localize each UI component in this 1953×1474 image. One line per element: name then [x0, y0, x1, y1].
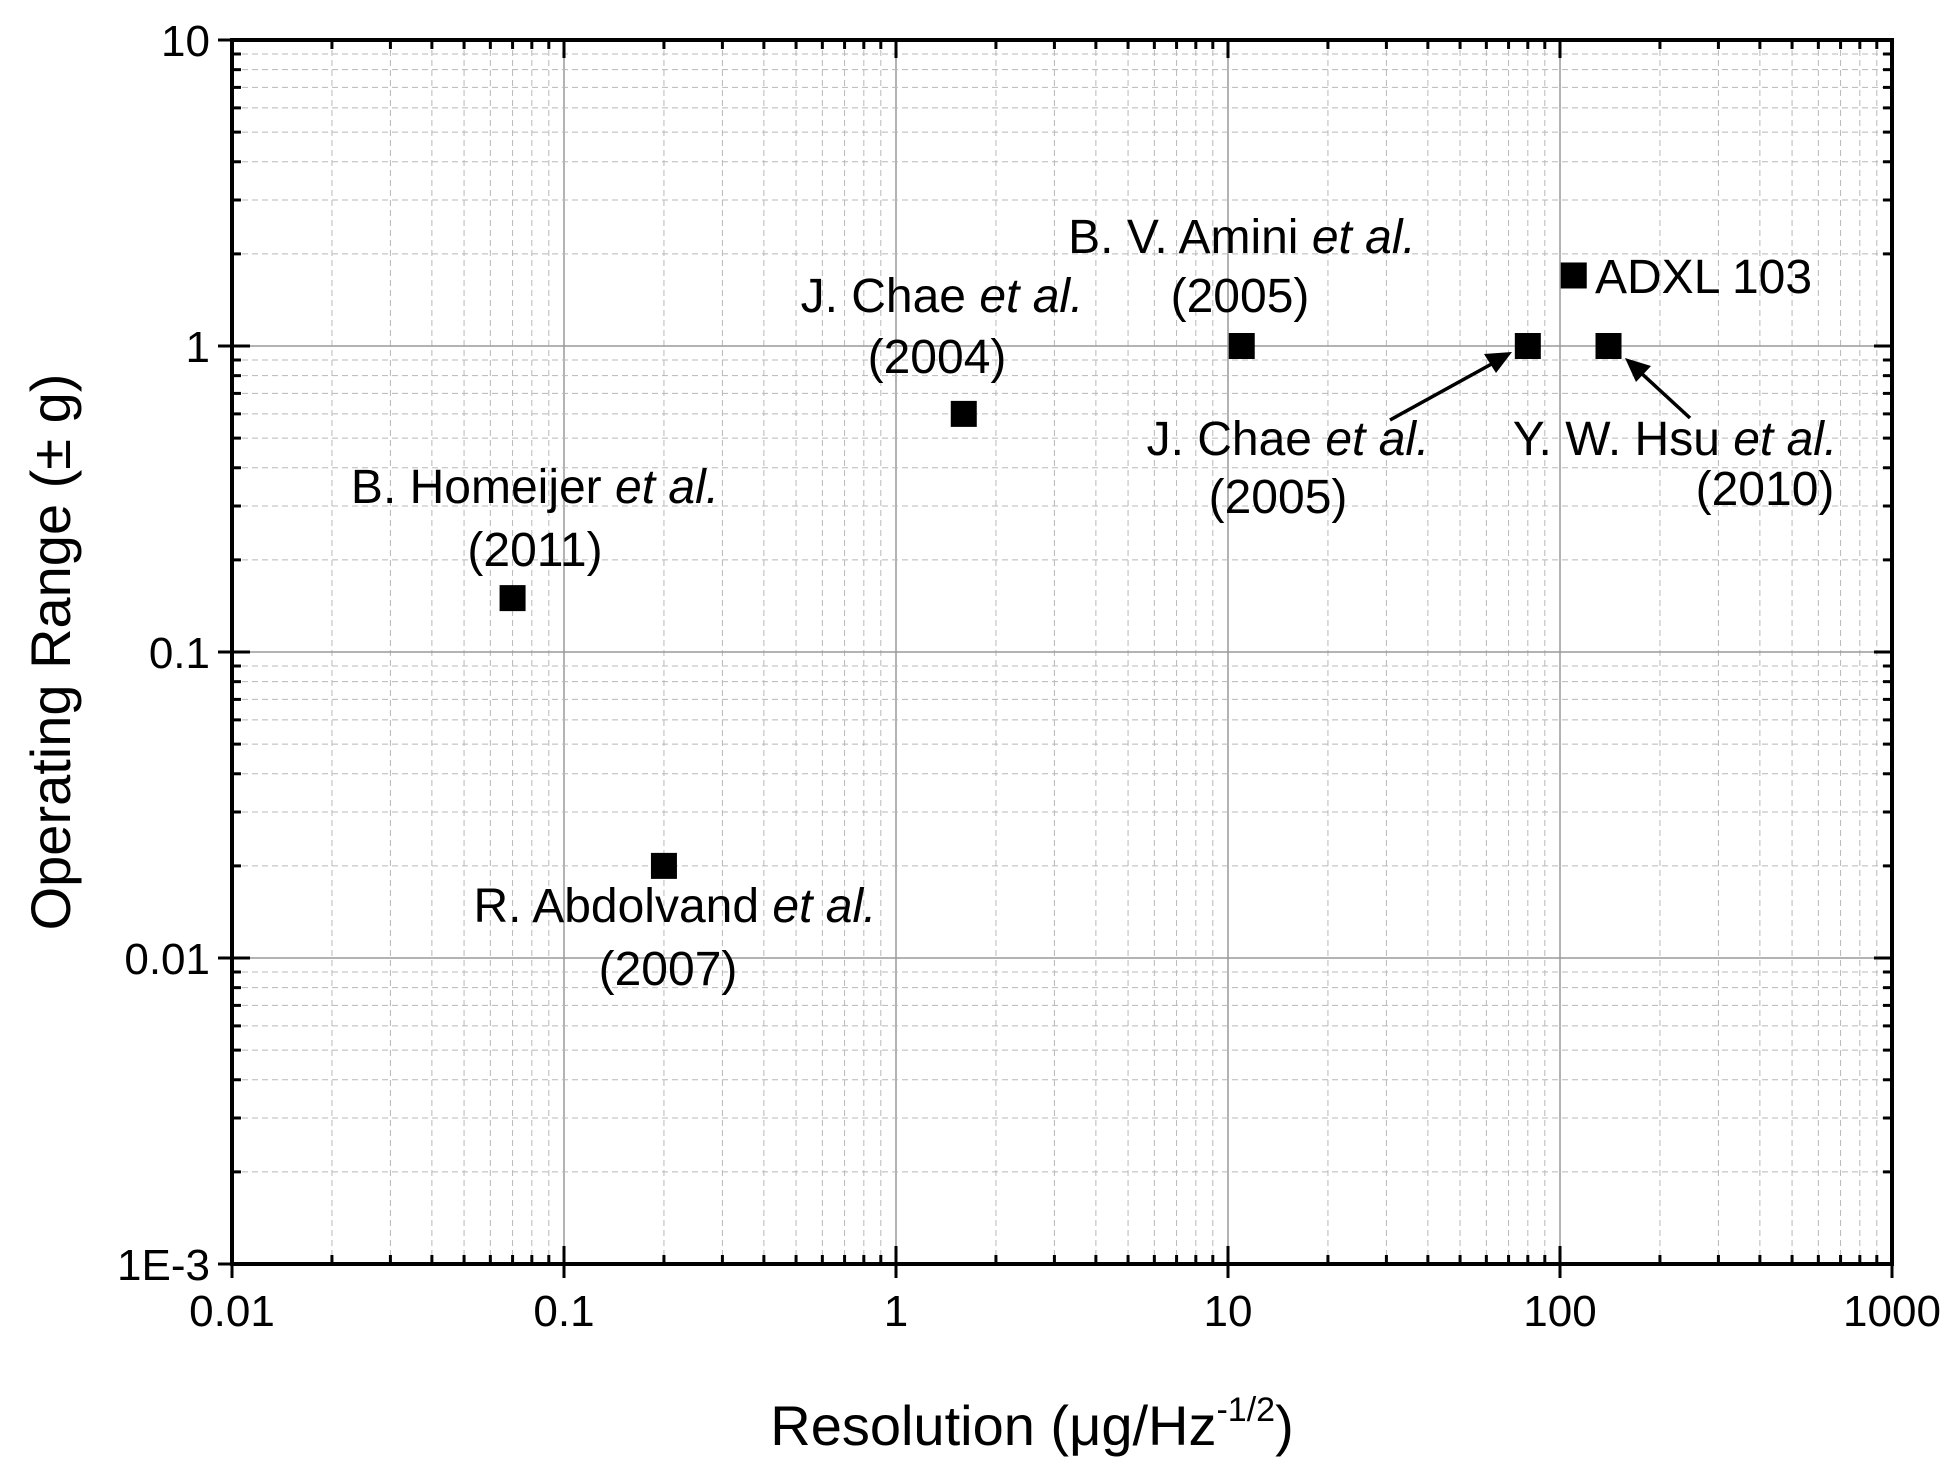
arrow-chae2005: [1389, 352, 1512, 422]
y-axis-title: Operating Range (± g): [19, 374, 82, 931]
label-chae2005: J. Chae et al.: [1147, 413, 1430, 466]
y-tick-label: 1: [186, 323, 210, 372]
data-point-amini: [1228, 333, 1255, 359]
x-tick-label: 0.1: [533, 1287, 594, 1336]
data-point-homeijer: [499, 585, 526, 612]
data-point-adxl: [1560, 262, 1587, 289]
data-point-chae2005: [1514, 333, 1541, 359]
y-tick-label: 0.01: [124, 935, 210, 984]
y-tick-labels: 1E-3 0.01 0.1 1 10: [117, 17, 210, 1290]
data-point-abdolvand: [650, 852, 677, 879]
label-adxl: ADXL 103: [1595, 251, 1812, 304]
x-tick-label: 10: [1204, 1287, 1253, 1336]
label-homeijer: B. Homeijer et al.: [351, 461, 719, 514]
label-chae2005-year: (2005): [1209, 471, 1348, 524]
data-point-chae2004: [950, 400, 977, 427]
axis-ticks: [218, 38, 1894, 1278]
x-tick-labels: 0.01 0.1 1 10 100 1000: [189, 1287, 1941, 1336]
y-tick-label: 1E-3: [117, 1241, 210, 1290]
label-amini-year: (2005): [1171, 270, 1310, 323]
label-abdolvand-year: (2007): [599, 943, 738, 996]
label-abdolvand: R. Abdolvand et al.: [474, 880, 877, 933]
label-hsu-year: (2010): [1696, 463, 1835, 516]
x-tick-label: 1000: [1843, 1287, 1941, 1336]
label-hsu: Y. W. Hsu et al.: [1513, 413, 1838, 466]
label-chae2004: J. Chae et al.: [801, 270, 1084, 323]
x-axis-title: Resolution (μg/Hz-1/2): [770, 1391, 1293, 1457]
label-chae2004-year: (2004): [868, 331, 1007, 384]
x-tick-label: 100: [1523, 1287, 1596, 1336]
y-tick-label: 10: [161, 17, 210, 66]
label-amini: B. V. Amini et al.: [1068, 211, 1416, 264]
x-tick-label: 0.01: [189, 1287, 275, 1336]
arrow-hsu: [1625, 358, 1692, 420]
x-tick-label: 1: [884, 1287, 908, 1336]
label-homeijer-year: (2011): [467, 524, 602, 577]
grid-lines: [231, 40, 1892, 1265]
y-tick-label: 0.1: [149, 629, 210, 678]
data-point-hsu: [1595, 333, 1622, 359]
data-points: [499, 262, 1622, 879]
